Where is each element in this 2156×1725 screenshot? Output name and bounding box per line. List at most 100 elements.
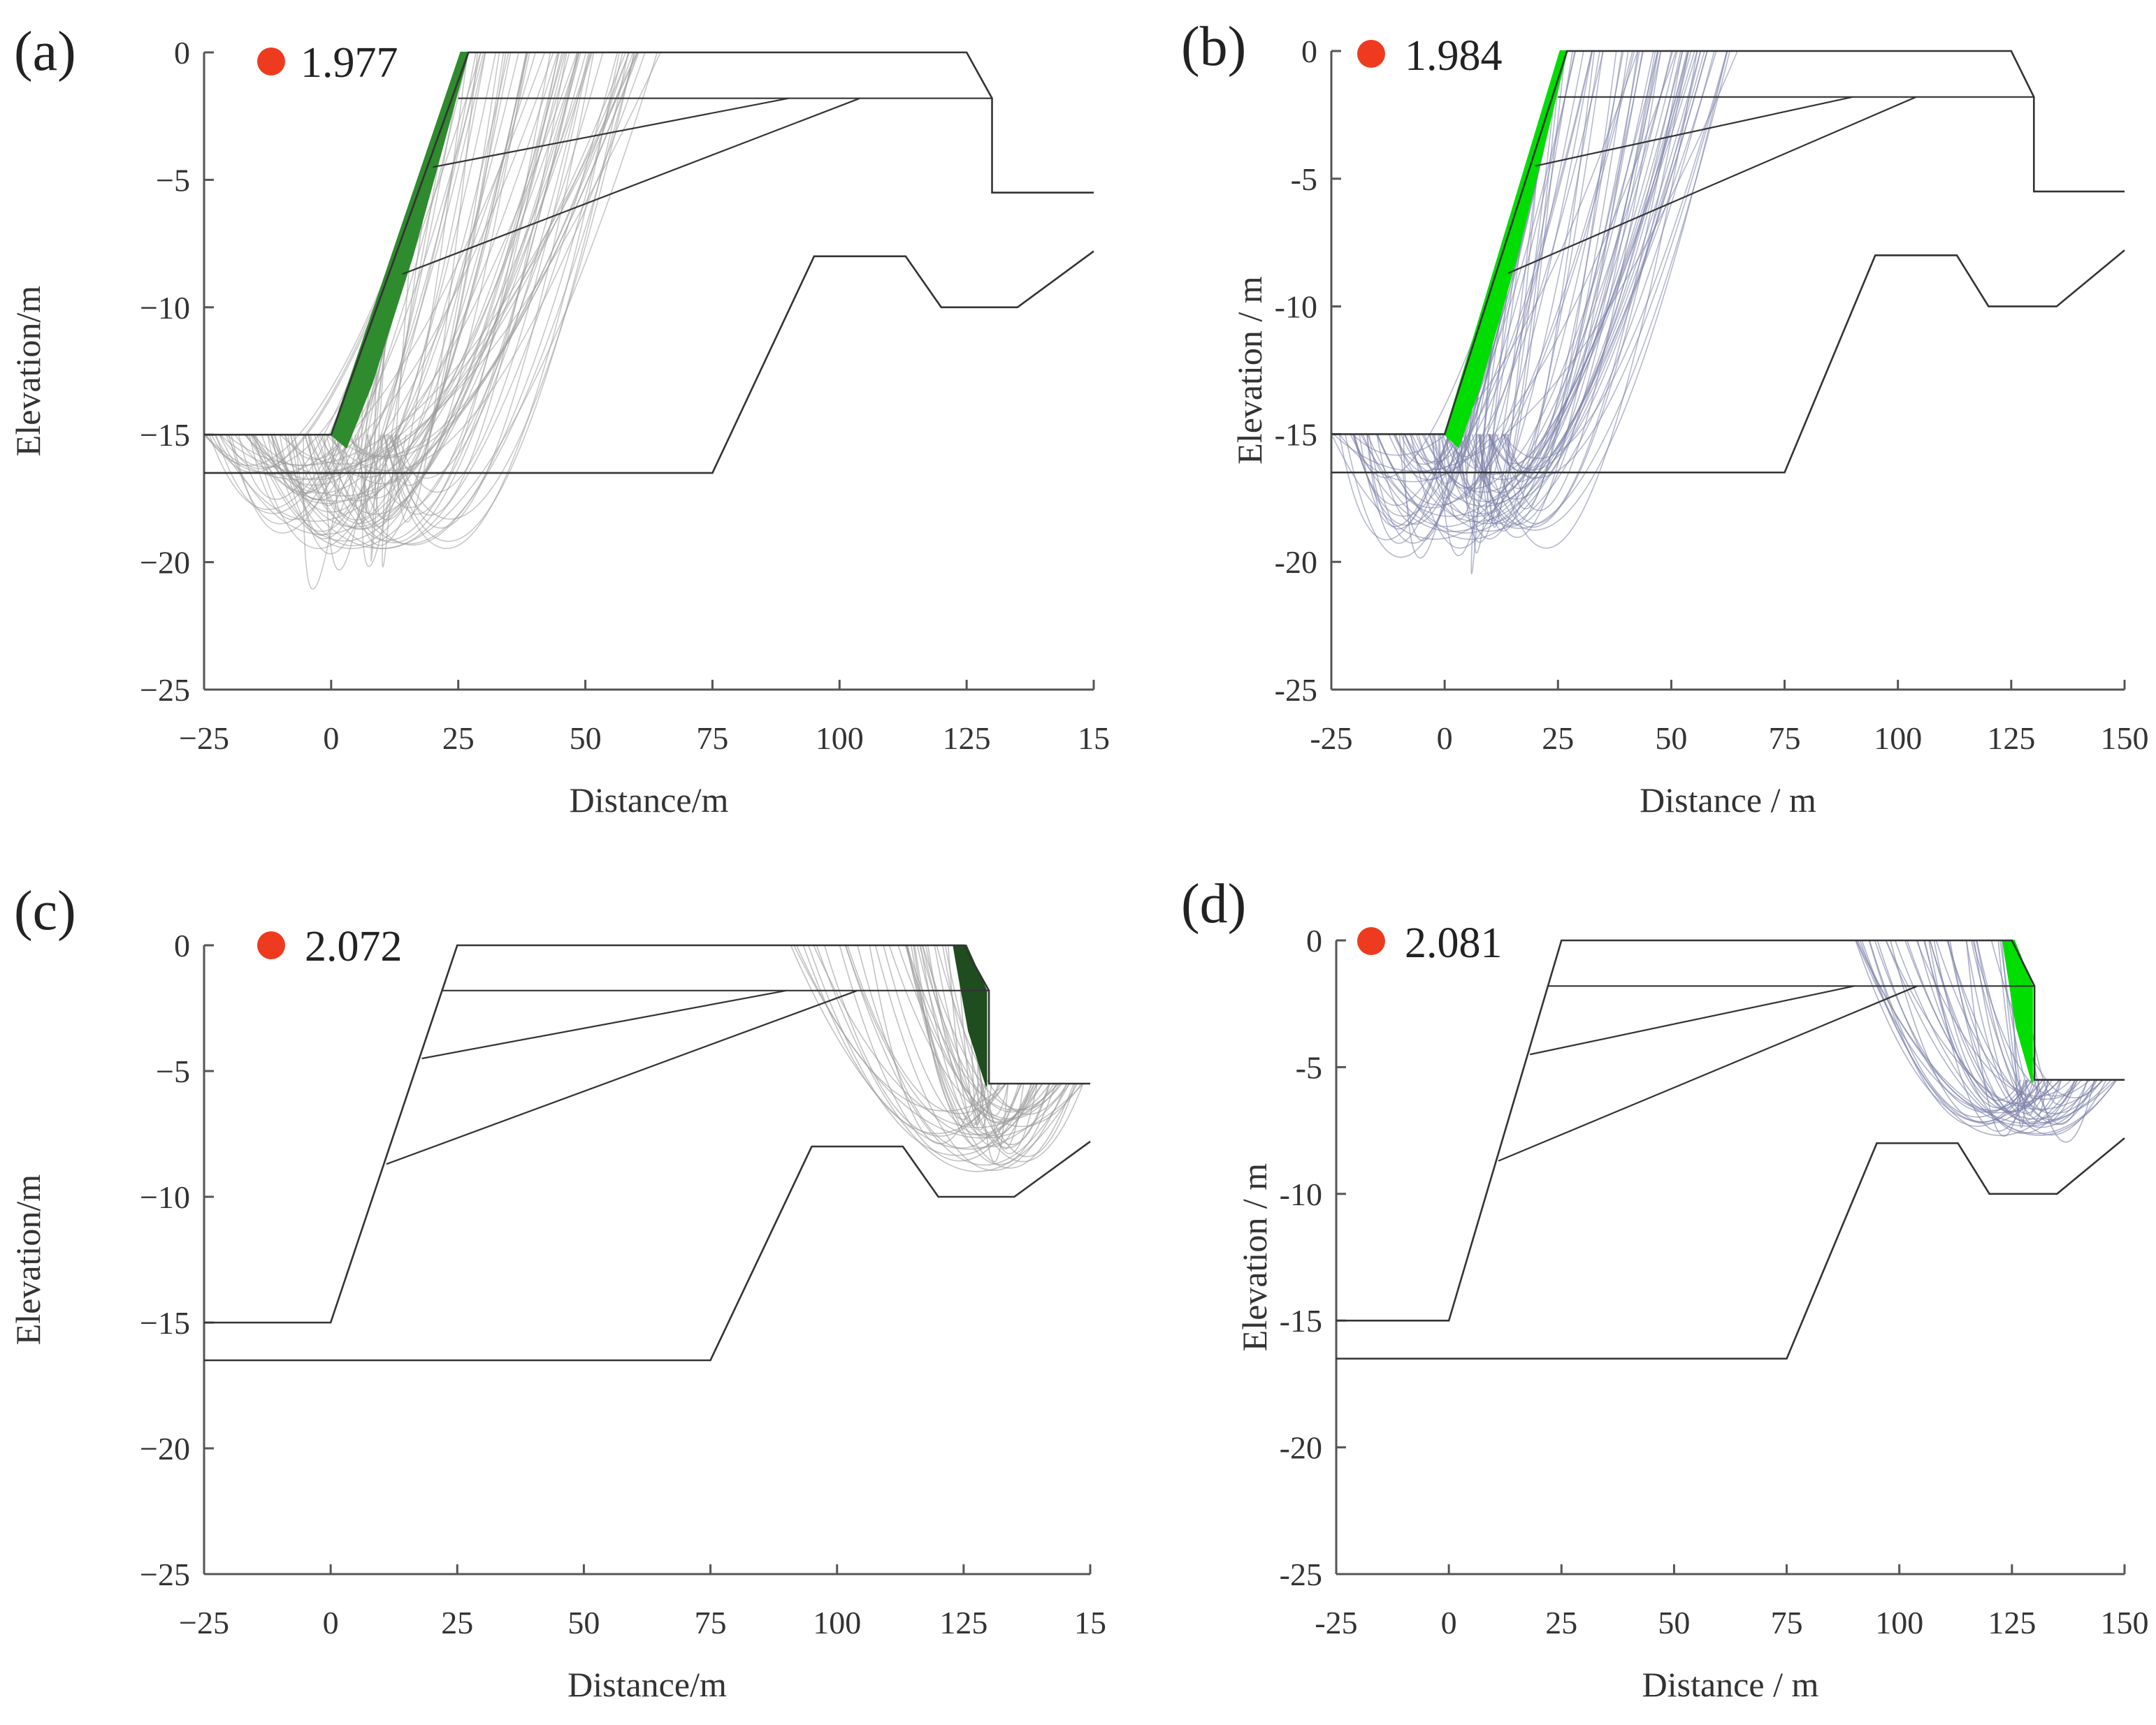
slip-surface xyxy=(1974,940,2050,1114)
slip-surface xyxy=(1377,50,1635,506)
slip-surface xyxy=(1367,50,1633,509)
y-tick-label: −25 xyxy=(140,672,190,708)
slip-surface xyxy=(251,52,558,494)
slip-surface xyxy=(1861,940,2049,1124)
geometry-line-2 xyxy=(204,1140,1091,1362)
y-tick-label: −25 xyxy=(140,1557,190,1592)
slip-surface xyxy=(1354,80,1558,526)
x-tick-label: 75 xyxy=(1769,720,1801,756)
slip-surface xyxy=(1970,940,2089,1121)
slip-surface xyxy=(1923,940,2076,1134)
x-axis-label: Distance/m xyxy=(570,780,729,820)
y-tick-label: -20 xyxy=(1280,1430,1322,1466)
factor-of-safety: 1.984 xyxy=(1405,32,1503,80)
y-tick-label: -10 xyxy=(1280,1177,1322,1212)
slip-surface xyxy=(1935,940,2072,1097)
y-tick-label: −15 xyxy=(140,417,190,453)
chart-panel-1: −25 0 25 50 75 100 125 150−5−10−15−20−25Distanc… xyxy=(8,21,1110,820)
slip-surface xyxy=(1928,940,2034,1132)
geometry-line-4 xyxy=(421,989,787,1060)
slip-surface xyxy=(382,204,415,568)
slip-surface xyxy=(1916,940,2091,1100)
x-tick-label: 50 xyxy=(1658,1605,1690,1640)
y-tick-label: −15 xyxy=(140,1305,190,1341)
slip-surface xyxy=(1855,940,2116,1125)
slip-surface xyxy=(304,52,530,524)
slip-surface xyxy=(1890,940,2028,1123)
slip-surface xyxy=(332,52,623,546)
trial-slip-surfaces xyxy=(203,52,661,590)
panel-label: (b) xyxy=(1181,16,1246,78)
geometry-line-2 xyxy=(1331,249,2125,474)
factor-of-safety: 2.081 xyxy=(1405,919,1503,967)
slip-surface xyxy=(1886,940,2118,1135)
slip-surface xyxy=(922,945,1063,1111)
trial-slip-surfaces xyxy=(1855,940,2118,1143)
slip-surface xyxy=(1333,50,1738,472)
x-tick-label: 150 xyxy=(2101,1605,2149,1640)
slip-surface xyxy=(1488,50,1728,479)
x-tick-label: 25 xyxy=(441,1605,473,1640)
slip-surface xyxy=(1495,50,1702,471)
slip-surface xyxy=(906,945,1059,1111)
slip-surface xyxy=(211,248,399,473)
y-tick-label: -15 xyxy=(1275,416,1317,452)
x-axis-label: Distance / m xyxy=(1640,780,1816,820)
x-tick-label: 0 xyxy=(1441,1605,1457,1640)
geometry-line-2 xyxy=(1336,1137,2125,1360)
slip-surface xyxy=(1433,50,1593,489)
slip-surface xyxy=(1947,940,2062,1121)
slip-surface xyxy=(1352,79,1559,517)
slip-surface xyxy=(1489,50,1644,490)
x-tick-label: 50 xyxy=(567,1605,600,1640)
slip-surface xyxy=(857,945,1022,1149)
x-tick-label: 100 xyxy=(813,1605,861,1640)
slip-surface xyxy=(1438,166,1531,557)
slip-surface xyxy=(1454,50,1604,540)
fos-marker-icon xyxy=(1357,40,1385,68)
slip-surface xyxy=(364,317,390,514)
x-tick-label: 100 xyxy=(1875,1605,1923,1640)
slip-surface xyxy=(349,52,509,458)
slip-surface xyxy=(310,52,529,502)
y-tick-label: −10 xyxy=(140,290,190,326)
slip-surface xyxy=(808,945,1043,1156)
slip-surface xyxy=(370,269,391,562)
slip-surface xyxy=(279,78,460,539)
slip-surface xyxy=(389,52,635,520)
slip-surface xyxy=(947,945,987,1124)
slip-surface xyxy=(326,52,579,544)
y-axis-label: Elevation / m xyxy=(1230,276,1269,464)
slip-surface xyxy=(266,52,658,549)
fos-marker-icon xyxy=(1357,927,1385,955)
y-tick-label: −20 xyxy=(140,545,190,581)
x-tick-label: 100 xyxy=(1874,720,1922,756)
x-tick-label: 50 xyxy=(1655,720,1687,756)
slip-surface xyxy=(1929,940,2078,1123)
slip-surface xyxy=(366,52,559,509)
chart-panel-3: −25 0 25 50 75 100 125 150−5−10−15−20−25Distanc… xyxy=(8,880,1106,1704)
geometry-line-5 xyxy=(1498,985,1918,1162)
slip-surface xyxy=(1997,940,2049,1125)
slip-surface xyxy=(793,945,1084,1139)
slip-surface xyxy=(205,152,433,466)
slip-surface xyxy=(921,945,1084,1163)
geometry-line-4 xyxy=(1529,985,1855,1056)
slip-surface xyxy=(361,342,400,567)
x-tick-label: 125 xyxy=(1988,1605,2036,1640)
slip-surface xyxy=(1400,50,1604,476)
x-tick-label: 75 xyxy=(695,1605,727,1640)
slip-surface xyxy=(1491,50,1698,549)
slip-surface xyxy=(250,52,604,549)
slip-surface xyxy=(1439,50,1624,515)
slip-surface xyxy=(1976,940,2078,1123)
y-axis-label: Elevation/m xyxy=(8,1174,48,1345)
chart-panel-2: -25 0 25 50 75 100 125 150 0 -5 -10 -15 -20 -25 Distan… xyxy=(1181,16,2149,820)
slip-surface xyxy=(203,52,546,475)
slip-surface xyxy=(913,945,986,1120)
slip-surface xyxy=(318,52,565,478)
slip-surface xyxy=(267,360,359,477)
y-tick-label: −20 xyxy=(140,1431,190,1466)
slip-surface xyxy=(906,945,1057,1165)
slip-surface xyxy=(253,52,497,549)
